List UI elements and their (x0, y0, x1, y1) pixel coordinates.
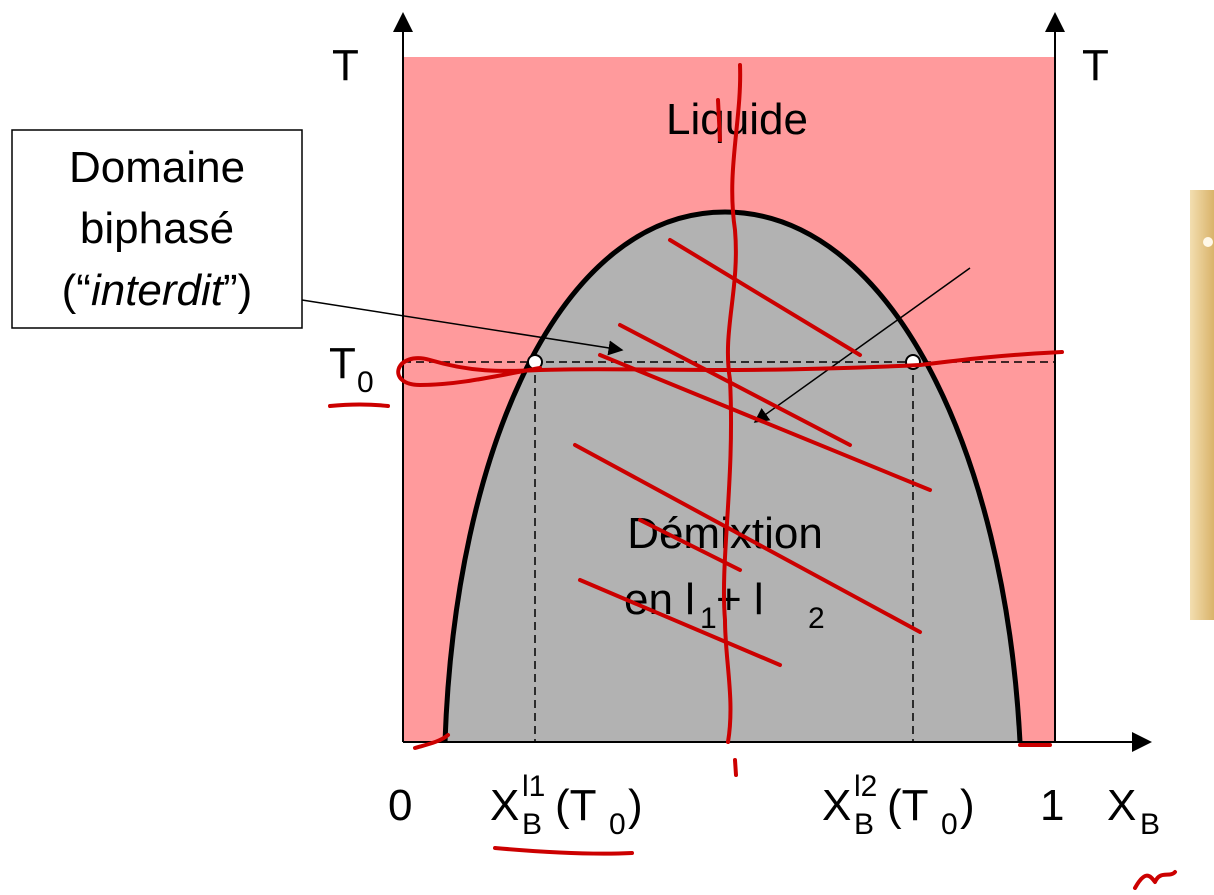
side-image (1190, 190, 1214, 620)
xl1-sup: l1 (522, 770, 545, 803)
xl2-close: ) (960, 781, 975, 830)
t0-main: T (329, 339, 356, 388)
xl1-sub: B (522, 808, 542, 841)
callout-open: (“ (62, 266, 91, 315)
xl1-open: (T (555, 781, 597, 830)
callout-line3: (“interdit”) (62, 266, 253, 315)
xl1-close: ) (628, 781, 643, 830)
xl1-main: X (490, 781, 519, 830)
x-label-sub: B (1140, 808, 1160, 841)
side-image-detail (1203, 237, 1213, 247)
callout-arrow (301, 299, 624, 356)
xl2-main: X (822, 781, 851, 830)
dome-curve (442, 209, 1023, 743)
xl2-sub: B (854, 808, 874, 841)
xl2-arg-sub: 0 (941, 808, 958, 841)
handwritten-annotations (328, 63, 1177, 890)
callout-line1: Domaine (69, 143, 245, 192)
axis-label-left: T (332, 41, 359, 90)
origin-label: 0 (388, 781, 412, 830)
xl2-sup: l2 (854, 770, 877, 803)
axes (393, 12, 1152, 752)
demix-b-sub: 2 (808, 602, 825, 635)
xl1-arg-sub: 0 (609, 808, 626, 841)
callout-box (11, 129, 303, 329)
axis-label-right: T (1082, 41, 1109, 90)
demix-a-sub: 1 (700, 602, 717, 635)
callout-close: ”) (223, 266, 252, 315)
callout-line2: biphasé (80, 204, 234, 253)
end-label: 1 (1040, 781, 1064, 830)
callout-italic: interdit (91, 266, 225, 315)
demix-a: en l (624, 575, 695, 624)
t0-sub: 0 (357, 366, 374, 399)
callout-arrow-2 (753, 267, 971, 423)
xl2-open: (T (887, 781, 929, 830)
x-label-main: X (1107, 781, 1136, 830)
